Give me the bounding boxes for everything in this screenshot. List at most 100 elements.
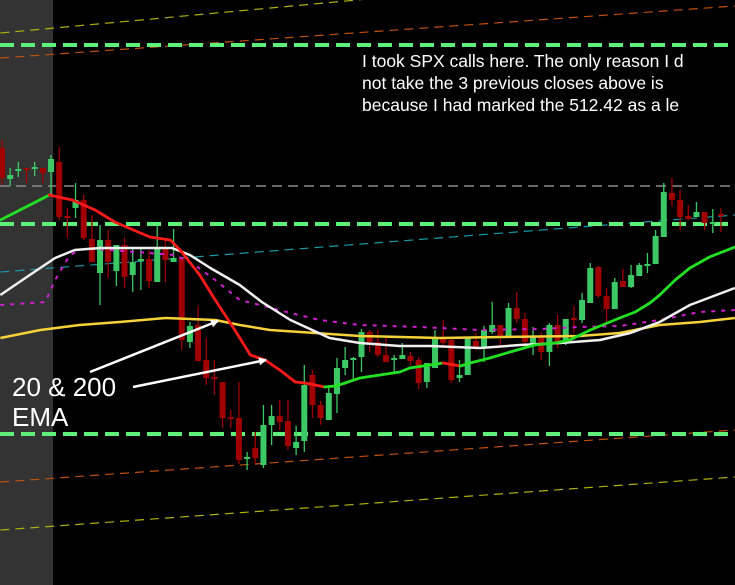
candle-body [530,337,537,346]
20-ema-segment [178,248,202,277]
candle-body [137,259,144,261]
magenta-dotted-ma-line [0,247,735,331]
candle-body [677,200,684,217]
20-ema-segment [673,266,692,282]
candle-body [260,425,267,465]
candle-body [7,175,14,179]
candle-down [121,238,128,288]
20-ema-segment [533,341,557,347]
candle-body [440,337,447,343]
candle-body [628,275,635,287]
candle-up [137,247,144,290]
candle-body [333,368,340,394]
candle-down [284,400,291,450]
candle-down [235,382,242,464]
candle-body [72,200,79,208]
candle-body [56,162,63,217]
20-ema-segment [278,368,297,384]
candle-down [80,195,87,240]
candle-body [301,385,308,441]
candle-down [211,360,218,395]
candle-down [685,205,692,220]
20-ema-segment [70,198,97,212]
20-ema-segment [658,278,677,297]
orange-channel-trendline [0,429,735,483]
20-ema-segment [47,193,60,199]
candle-up [423,363,430,388]
candle-up [325,385,332,420]
candle-body [374,342,381,355]
candle-up [97,225,104,305]
candle-up [342,347,349,375]
session-shade [0,0,53,585]
20-ema-segment [168,238,182,252]
candle-body [717,214,724,216]
candle-up [579,293,586,323]
20-ema-segment [508,343,537,354]
candle-down [668,178,675,206]
20-ema-segment [633,301,652,314]
20-ema-segment [358,370,402,380]
20-ema-segment [458,361,472,368]
candle-body [154,249,161,282]
candle-body [203,360,210,378]
candle-body [113,245,120,271]
candle-body [660,192,667,237]
candle-up [709,209,716,233]
candle-down [317,401,324,425]
candle-down [440,320,447,347]
candle-up [154,225,161,282]
candle-body [709,222,716,224]
candle-down [105,230,112,278]
candle-body [415,360,422,383]
candle-down [203,338,210,385]
orange-channel-trendline [0,5,735,59]
20-ema-segment [618,310,637,320]
candle-body [227,417,234,419]
20-ema-segment [343,376,362,385]
candle-body [276,416,283,422]
candle-body [244,457,251,459]
candle-down [717,208,724,232]
candle-down [227,410,234,428]
20-ema-segment [688,255,711,270]
20-ema-segment [303,381,317,387]
candle-up [628,265,635,288]
candle-up [652,230,659,264]
candle-body [342,360,349,368]
candle-body [146,259,153,281]
candle-up [530,327,537,355]
candle-body [88,239,95,262]
candle-body [546,325,553,352]
candle-down [570,306,577,333]
trade-note: I took SPX calls here. The only reason I… [362,50,684,116]
trade-note-line: not take the 3 previous closes above is [362,73,664,93]
20-ema-segment [93,208,117,224]
candle-body [252,448,259,458]
candle-body [211,377,218,379]
candle-down [415,357,422,389]
20-ema-segment [588,316,622,332]
candle-body [105,240,112,262]
candle-down [619,269,626,287]
20-ema-segment [313,383,327,389]
candle-up [644,253,651,273]
candle-body [0,148,5,178]
20-ema-segment [113,220,152,239]
candle-down [382,337,389,362]
candle-up [260,405,267,468]
candle-body [554,325,561,343]
trade-note-line: because I had marked the 512.42 as a le [362,95,680,115]
candle-down [252,432,259,464]
candle-body [97,240,104,273]
20-ema-segment [0,193,51,222]
candle-down [23,168,30,183]
candle-body [668,193,675,200]
ema-label: 20 & 200 EMA [12,372,116,432]
candle-body [325,393,332,420]
20-ema-segment [553,338,572,345]
candle-up [301,365,308,452]
candle-down [513,292,520,323]
20-ema-segment [293,380,307,385]
candle-body [219,382,226,418]
